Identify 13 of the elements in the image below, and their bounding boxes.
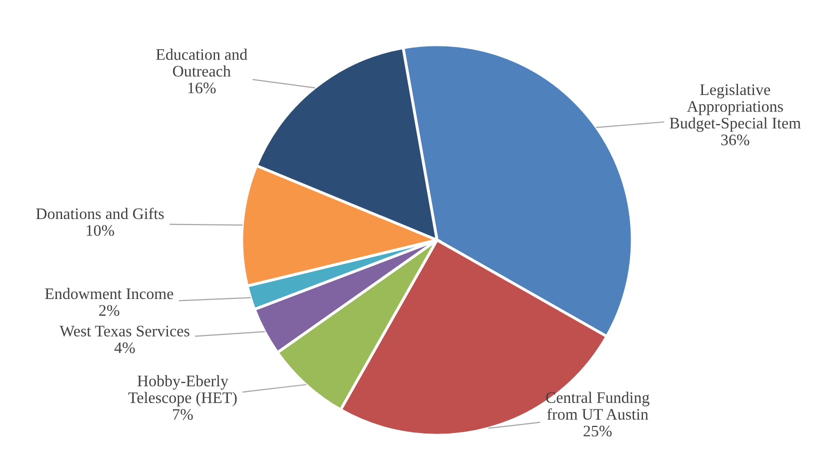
slice-label: Donations and Gifts (36, 208, 164, 220)
slice-label: Hobby-Eberly Telescope (HET) (128, 375, 237, 406)
slice-label: Education and Outreach (156, 48, 248, 77)
data-label: 4% (114, 342, 135, 354)
slice-label: West Texas Services (60, 326, 190, 337)
data-label: 10% (86, 225, 114, 236)
data-label: 2% (99, 305, 120, 316)
data-label: 36% (721, 134, 750, 146)
slice-label: Legislative Appropriations Budget-Special Item (670, 84, 801, 132)
data-label: 7% (173, 409, 193, 420)
data-label: 25% (584, 426, 612, 436)
slice-label: Endowment Income (45, 288, 174, 300)
data-label: 16% (188, 82, 216, 94)
